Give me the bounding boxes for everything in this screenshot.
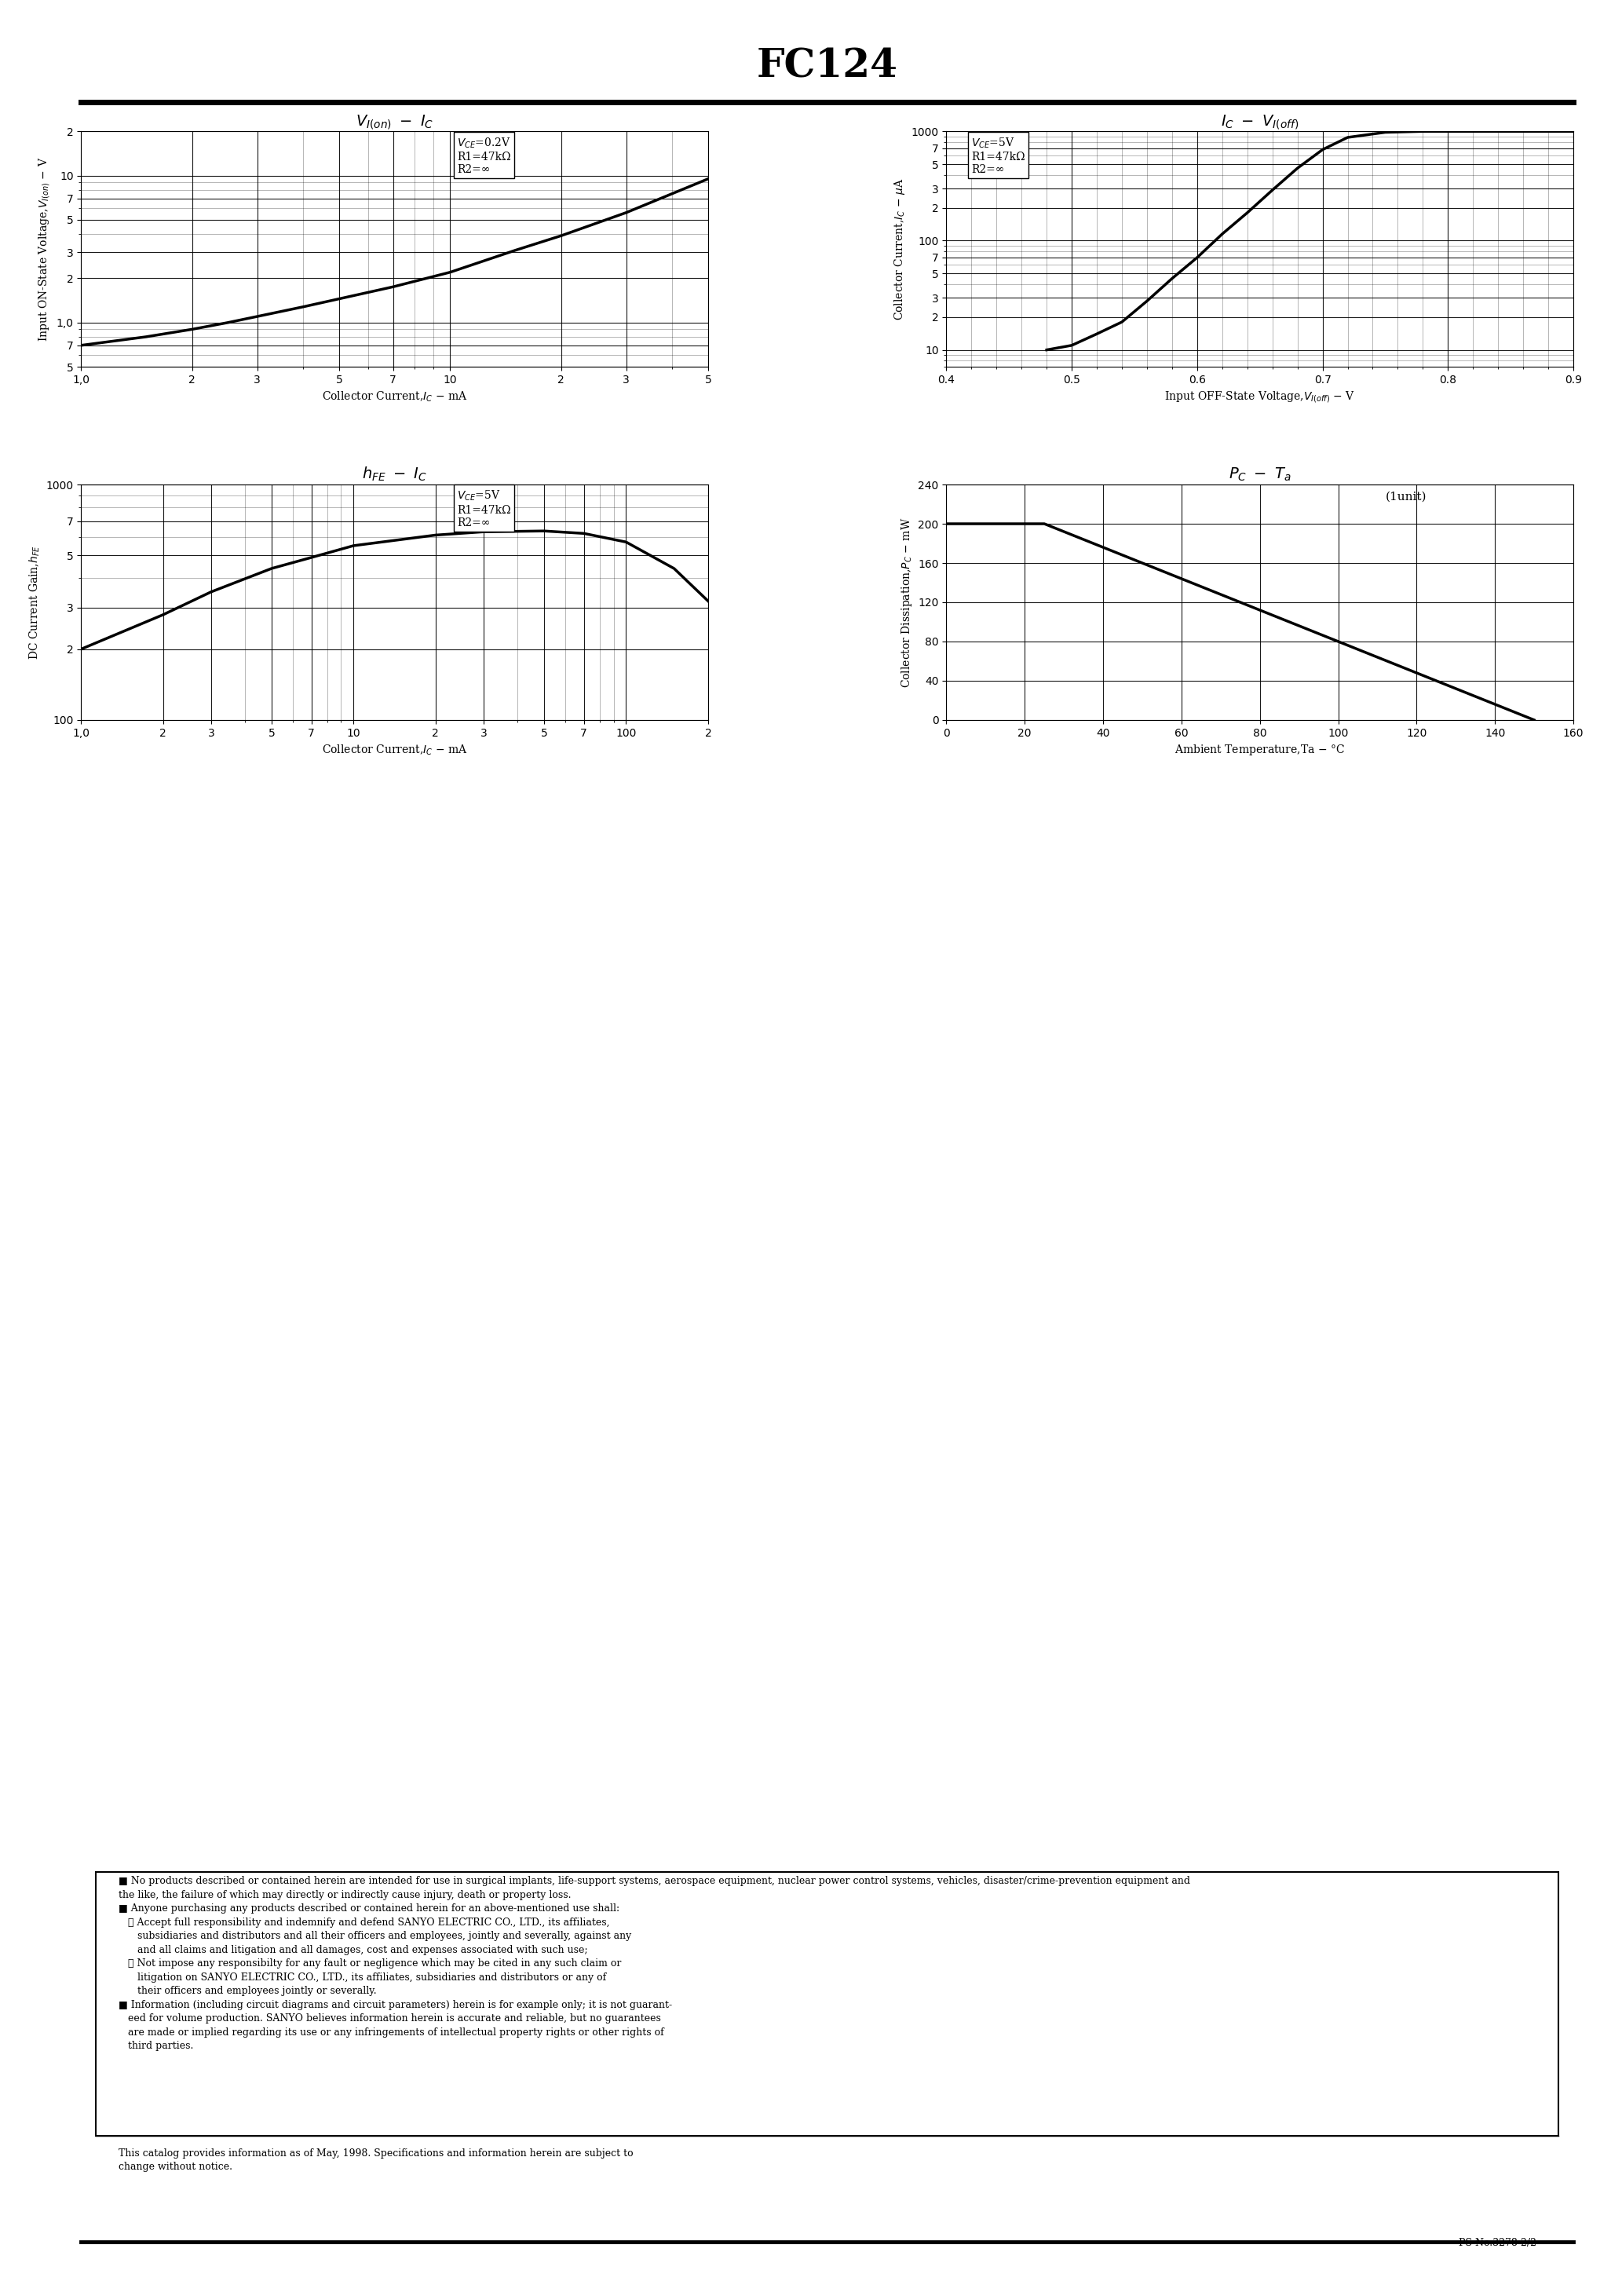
- Y-axis label: Collector Dissipation,$P_C$ $-$ mW: Collector Dissipation,$P_C$ $-$ mW: [900, 517, 913, 687]
- X-axis label: Collector Current,$I_C$ $-$ mA: Collector Current,$I_C$ $-$ mA: [321, 390, 467, 404]
- FancyBboxPatch shape: [96, 1871, 1559, 2135]
- Text: PS No.3278-2/2: PS No.3278-2/2: [1458, 2239, 1536, 2248]
- Text: $V_{CE}$=0.2V
R1=47kΩ
R2=∞: $V_{CE}$=0.2V R1=47kΩ R2=∞: [457, 135, 511, 174]
- Y-axis label: Input ON-State Voltage,$V_{I(on)}$ $-$ V: Input ON-State Voltage,$V_{I(on)}$ $-$ V: [37, 156, 52, 342]
- Title: $h_{FE}\ -\ I_C$: $h_{FE}\ -\ I_C$: [362, 466, 427, 482]
- Text: This catalog provides information as of May, 1998. Specifications and informatio: This catalog provides information as of …: [118, 2149, 633, 2172]
- Text: (1unit): (1unit): [1385, 491, 1426, 503]
- Text: ■ No products described or contained herein are intended for use in surgical imp: ■ No products described or contained her…: [118, 1876, 1191, 2050]
- X-axis label: Collector Current,$I_C$ $-$ mA: Collector Current,$I_C$ $-$ mA: [321, 744, 467, 758]
- X-axis label: Input OFF-State Voltage,$V_{I(off)}$ $-$ V: Input OFF-State Voltage,$V_{I(off)}$ $-$…: [1165, 390, 1356, 404]
- Y-axis label: Collector Current,$I_C$ $-$ $\mu$A: Collector Current,$I_C$ $-$ $\mu$A: [892, 177, 907, 321]
- Text: FC124: FC124: [756, 48, 899, 85]
- Y-axis label: DC Current Gain,$h_{FE}$: DC Current Gain,$h_{FE}$: [28, 544, 42, 659]
- Title: $I_C\ -\ V_{I(off)}$: $I_C\ -\ V_{I(off)}$: [1221, 115, 1299, 131]
- Text: $V_{CE}$=5V
R1=47kΩ
R2=∞: $V_{CE}$=5V R1=47kΩ R2=∞: [972, 135, 1025, 174]
- Text: $V_{CE}$=5V
R1=47kΩ
R2=∞: $V_{CE}$=5V R1=47kΩ R2=∞: [457, 489, 511, 528]
- Title: $V_{I(on)}\ -\ I_C$: $V_{I(on)}\ -\ I_C$: [355, 115, 433, 131]
- X-axis label: Ambient Temperature,Ta $-$ °C: Ambient Temperature,Ta $-$ °C: [1174, 744, 1345, 758]
- Title: $P_C\ -\ T_a$: $P_C\ -\ T_a$: [1228, 466, 1291, 482]
